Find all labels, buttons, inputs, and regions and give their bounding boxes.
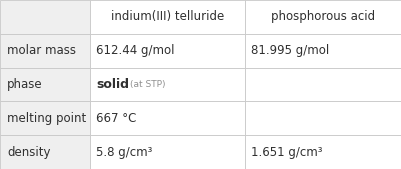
Text: density: density: [7, 146, 51, 159]
Bar: [0, 68, 90, 101]
Bar: [245, 68, 401, 101]
Bar: [90, 68, 245, 101]
Text: (at STP): (at STP): [130, 80, 166, 89]
Text: 1.651 g/cm³: 1.651 g/cm³: [251, 146, 322, 159]
Text: solid: solid: [96, 78, 129, 91]
Bar: [245, 135, 401, 169]
Bar: [90, 0, 245, 34]
Bar: [0, 0, 90, 34]
Text: melting point: melting point: [7, 112, 87, 125]
Text: phase: phase: [7, 78, 43, 91]
Text: indium(III) telluride: indium(III) telluride: [111, 10, 224, 23]
Bar: [90, 34, 245, 68]
Bar: [0, 34, 90, 68]
Text: phosphorous acid: phosphorous acid: [271, 10, 375, 23]
Text: 5.8 g/cm³: 5.8 g/cm³: [96, 146, 153, 159]
Bar: [245, 34, 401, 68]
Bar: [0, 135, 90, 169]
Bar: [0, 101, 90, 135]
Bar: [90, 101, 245, 135]
Bar: [90, 135, 245, 169]
Text: 81.995 g/mol: 81.995 g/mol: [251, 44, 329, 57]
Text: 612.44 g/mol: 612.44 g/mol: [96, 44, 175, 57]
Bar: [245, 101, 401, 135]
Text: 667 °C: 667 °C: [96, 112, 137, 125]
Text: molar mass: molar mass: [7, 44, 76, 57]
Bar: [245, 0, 401, 34]
